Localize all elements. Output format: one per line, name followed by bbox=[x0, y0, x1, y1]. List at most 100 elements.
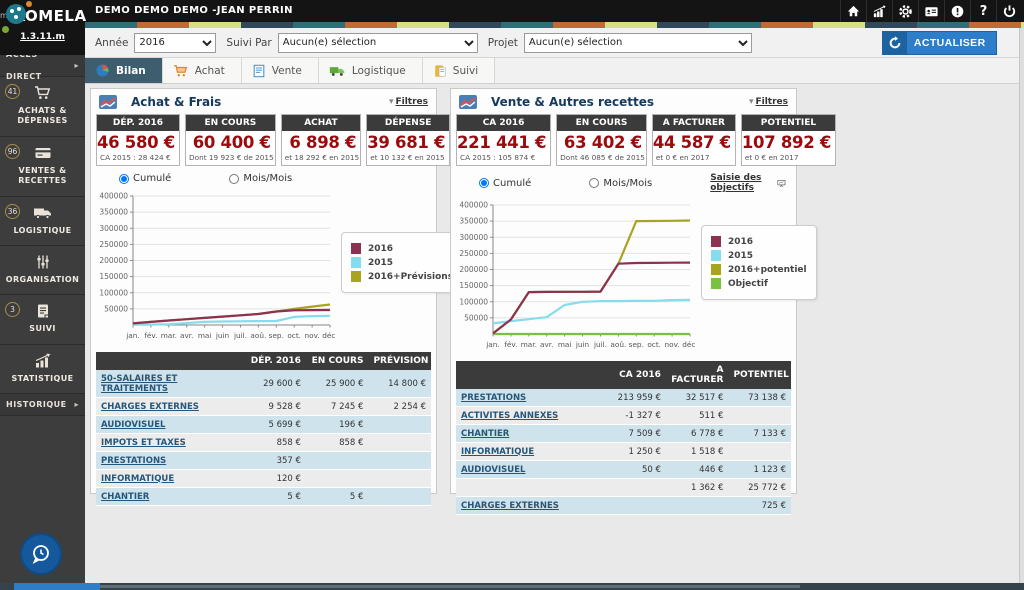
radio-mois-mois[interactable]: Mois/Mois bbox=[589, 178, 652, 189]
view-mode-radios: Cumulé Mois/Mois bbox=[91, 166, 436, 187]
truck-icon bbox=[329, 66, 345, 76]
sidebar-item-suivi[interactable]: 3 SUIVI bbox=[0, 295, 85, 345]
svg-text:juil.: juil. bbox=[233, 331, 247, 340]
sidebar-item-historique[interactable]: HISTORIQUE ▸ bbox=[0, 394, 85, 417]
kpi-ca-2016: CA 2016 221 441 € CA 2015 : 105 874 € bbox=[456, 114, 552, 166]
svg-text:aoû.: aoû. bbox=[250, 331, 266, 340]
radio-cumule[interactable]: Cumulé bbox=[119, 173, 171, 184]
chart-area: 50000 100000 150000 200000 250000 300000 35000… bbox=[91, 187, 464, 346]
brand-block: myKOMELA 1.3.11.m bbox=[0, 0, 86, 55]
legend-label: 2016 bbox=[728, 236, 754, 247]
table-row: CHARGES EXTERNES 725 € bbox=[456, 496, 791, 515]
table-row: CHANTIER 7 509 €6 778 €7 133 € bbox=[456, 424, 791, 443]
radio-mois-input[interactable] bbox=[589, 178, 600, 188]
projet-select[interactable]: Aucun(e) sélection bbox=[523, 32, 752, 53]
gear-icon[interactable] bbox=[892, 0, 918, 22]
col-header: CA 2016 bbox=[603, 361, 666, 389]
kpi-value: 39 681 € bbox=[367, 133, 446, 152]
value-cell: 25 900 € bbox=[305, 370, 369, 398]
category-link[interactable]: CHANTIER bbox=[101, 491, 150, 502]
tab-bilan[interactable]: Bilan bbox=[85, 58, 163, 83]
legend-entry: 2016+potentiel bbox=[711, 264, 807, 275]
sidebar-item-label: LOGISTIQUE bbox=[13, 225, 72, 235]
caret-down-icon: ▾ bbox=[388, 97, 394, 107]
version-link[interactable]: 1.3.11.m bbox=[20, 32, 65, 42]
legend-swatch bbox=[711, 278, 721, 289]
value-cell: 5 € bbox=[243, 487, 306, 506]
topbar-icons: ? bbox=[840, 0, 1022, 22]
value-cell: 7 133 € bbox=[728, 424, 791, 443]
category-link[interactable]: PRESTATIONS bbox=[101, 455, 167, 466]
value-cell bbox=[368, 451, 431, 470]
sidebar-item-acces-direct[interactable]: ACCÈS DIRECT▸ bbox=[0, 50, 85, 81]
category-link[interactable]: 50-SALAIRES ET TRAITEMENTS bbox=[101, 373, 178, 394]
kpi-subtext: et 10 132 € en 2015 bbox=[370, 153, 445, 162]
tab-vente[interactable]: Vente bbox=[241, 58, 319, 83]
value-cell bbox=[368, 487, 431, 506]
power-icon[interactable] bbox=[996, 0, 1022, 22]
alerts-icon[interactable] bbox=[944, 0, 970, 22]
kpi-subtext: CA 2015 : 28 424 € bbox=[100, 153, 171, 162]
cart-icon bbox=[2, 85, 83, 102]
tab-suivi[interactable]: Suivi bbox=[422, 58, 496, 83]
radio-mois-mois[interactable]: Mois/Mois bbox=[229, 173, 292, 184]
tab-logistique[interactable]: Logistique bbox=[318, 58, 423, 83]
saisie-objectifs-link[interactable]: Saisie des objectifs bbox=[710, 173, 786, 193]
col-header: EN COURS bbox=[305, 352, 369, 370]
value-cell bbox=[305, 469, 369, 488]
radio-cumule[interactable]: Cumulé bbox=[479, 178, 531, 189]
category-link[interactable]: PRESTATIONS bbox=[461, 392, 527, 403]
tab-achat[interactable]: Achat bbox=[162, 58, 242, 83]
kpi-a-facturer: A FACTURER 44 587 € et 0 € en 2017 bbox=[651, 114, 736, 166]
category-link[interactable]: INFORMATIQUE bbox=[461, 446, 535, 457]
radio-cumule-input[interactable] bbox=[479, 178, 489, 188]
tab-label: Logistique bbox=[351, 64, 406, 77]
kpi-value: 46 580 € bbox=[97, 133, 175, 152]
svg-text:100000: 100000 bbox=[459, 297, 488, 306]
category-link[interactable]: CHARGES EXTERNES bbox=[461, 500, 559, 511]
table-row: INFORMATIQUE 1 250 €1 518 € bbox=[456, 442, 791, 461]
filtres-link[interactable]: ▾ Filtres bbox=[748, 97, 788, 107]
sidebar-item-ventes-recettes[interactable]: 96 VENTES & RECETTES bbox=[0, 137, 85, 197]
value-cell: 9 528 € bbox=[243, 397, 306, 416]
actualiser-label: ACTUALISER bbox=[913, 36, 986, 49]
count-badge: 3 bbox=[5, 302, 20, 318]
logo-dot-green bbox=[2, 26, 9, 33]
table-row: ACTIVITES ANNEXES -1 327 €511 € bbox=[456, 406, 791, 425]
table-header-row: CA 2016 A FACTURER POTENTIEL bbox=[456, 361, 791, 389]
category-link[interactable]: ACTIVITES ANNEXES bbox=[461, 410, 559, 421]
stats-icon[interactable] bbox=[866, 0, 892, 22]
legend-swatch bbox=[351, 271, 361, 282]
kpi-subtext: Dont 19 923 € de 2015 bbox=[188, 153, 274, 162]
bottom-edge-accent bbox=[14, 583, 100, 590]
scrollbar[interactable] bbox=[1019, 28, 1024, 583]
category-link[interactable]: INFORMATIQUE bbox=[101, 473, 175, 484]
category-link[interactable]: AUDIOVISUEL bbox=[101, 419, 166, 430]
suivi-par-select[interactable]: Aucun(e) sélection bbox=[277, 32, 478, 53]
annee-select[interactable]: 2016 bbox=[134, 32, 217, 53]
category-link[interactable]: IMPOTS ET TAXES bbox=[101, 437, 186, 448]
home-icon[interactable] bbox=[840, 0, 866, 22]
filtres-link[interactable]: ▾ Filtres bbox=[388, 97, 428, 107]
radio-mois-input[interactable] bbox=[229, 173, 240, 184]
category-link[interactable]: AUDIOVISUEL bbox=[461, 464, 526, 475]
category-link[interactable]: CHARGES EXTERNES bbox=[101, 401, 199, 412]
sidebar-item-organisation[interactable]: ORGANISATION bbox=[0, 246, 85, 296]
radio-cumule-input[interactable] bbox=[119, 173, 129, 184]
card-icon bbox=[2, 145, 83, 162]
sidebar-item-statistique[interactable]: STATISTIQUE bbox=[0, 345, 85, 395]
sidebar-item-logistique[interactable]: 36 LOGISTIQUE bbox=[0, 197, 85, 246]
sidebar-item-achats-depenses[interactable]: 41 ACHATS & DÉPENSES bbox=[0, 77, 85, 137]
achat-frais-chart: 50000 100000 150000 200000 250000 300000 35000… bbox=[95, 190, 337, 346]
svg-text:50000: 50000 bbox=[104, 304, 128, 313]
account-card-icon[interactable] bbox=[918, 0, 944, 22]
category-link[interactable]: CHANTIER bbox=[461, 428, 510, 439]
help-chat-button[interactable] bbox=[20, 533, 62, 575]
value-cell: 29 600 € bbox=[243, 370, 306, 398]
kpi-subtext: et 0 € en 2017 bbox=[655, 153, 710, 162]
cart-icon bbox=[173, 64, 188, 76]
help-icon[interactable]: ? bbox=[970, 0, 996, 22]
actualiser-button[interactable]: ACTUALISER bbox=[881, 30, 997, 55]
table-row: IMPOTS ET TAXES 858 €858 € bbox=[96, 433, 431, 452]
kpi-value: 60 400 € bbox=[192, 133, 271, 152]
